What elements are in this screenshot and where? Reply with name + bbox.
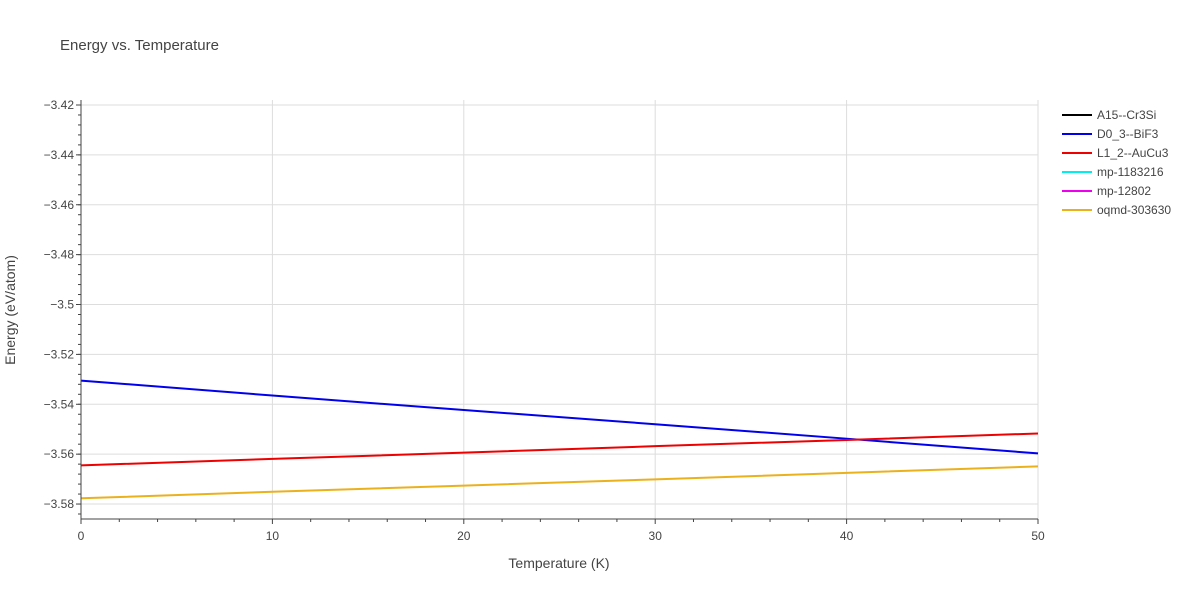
y-tick-label: −3.44 [44,148,75,162]
x-tick-label: 20 [457,529,471,543]
y-tick-label: −3.46 [44,198,75,212]
legend-item[interactable]: mp-1183216 [1062,165,1164,179]
legend-label: mp-1183216 [1097,165,1164,179]
x-axis-title: Temperature (K) [508,555,609,571]
x-tick-label: 40 [840,529,854,543]
legend-item[interactable]: L1_2--AuCu3 [1062,146,1169,160]
x-tick-label: 50 [1031,529,1045,543]
y-tick-label: −3.5 [50,298,74,312]
tick-label-layer: 0 10 20 30 40 50 −3.42 −3.44 −3.46 −3.48 −3.5 −3.52… [44,98,1045,543]
legend-label: oqmd-303630 [1097,203,1171,217]
y-tick-label: −3.58 [44,497,75,511]
series-layer [80,379,1039,500]
series-line-l1-2-aucu3[interactable] [80,432,1039,467]
legend: A15--Cr3Si D0_3--BiF3 L1_2--AuCu3 mp-118321… [1062,108,1171,217]
legend-label: D0_3--BiF3 [1097,127,1159,141]
y-tick-label: −3.56 [44,447,75,461]
y-tick-label: −3.48 [44,248,75,262]
x-tick-label: 30 [649,529,663,543]
y-tick-label: −3.52 [44,347,75,361]
legend-label: A15--Cr3Si [1097,108,1156,122]
legend-item[interactable]: D0_3--BiF3 [1062,127,1159,141]
legend-label: L1_2--AuCu3 [1097,146,1169,160]
legend-item[interactable]: mp-12802 [1062,184,1151,198]
grid-layer [81,100,1039,519]
legend-item[interactable]: oqmd-303630 [1062,203,1171,217]
y-axis-title: Energy (eV/atom) [2,255,18,365]
series-line-oqmd-303630[interactable] [80,465,1039,500]
series-line-d0-3-bif3[interactable] [80,379,1039,455]
y-tick-label: −3.54 [44,397,75,411]
chart-title: Energy vs. Temperature [60,37,219,54]
x-tick-label: 10 [266,529,280,543]
x-tick-label: 0 [78,529,85,543]
y-tick-label: −3.42 [44,98,75,112]
legend-label: mp-12802 [1097,184,1151,198]
legend-item[interactable]: A15--Cr3Si [1062,108,1156,122]
axis-layer [76,100,1039,524]
